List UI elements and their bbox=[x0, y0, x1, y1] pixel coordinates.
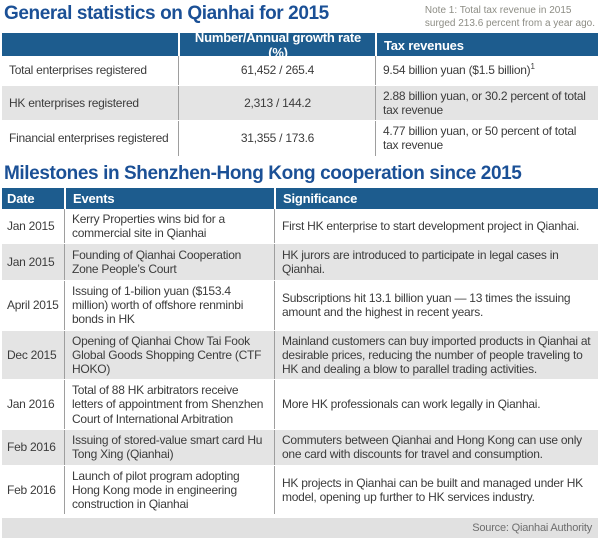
stats-row-financial: Financial enterprises registered 31,355 … bbox=[2, 121, 598, 157]
stats-note: Note 1: Total tax revenue in 2015 surged… bbox=[425, 4, 597, 30]
stats-row-value: 31,355 / 173.6 bbox=[178, 121, 375, 156]
milestones-header-events: Events bbox=[64, 187, 274, 209]
stats-row-tax: 2.88 billion yuan, or 30.2 percent of to… bbox=[375, 86, 598, 121]
milestone-date: Feb 2016 bbox=[7, 482, 56, 497]
stats-row-label: Financial enterprises registered bbox=[9, 131, 169, 146]
milestone-event: Launch of pilot program adopting Hong Ko… bbox=[64, 465, 274, 515]
stats-section-title: General statistics on Qianhai for 2015 bbox=[4, 3, 329, 24]
milestone-row: April 2015 Issuing of 1-bilion yuan ($15… bbox=[2, 280, 598, 331]
milestone-significance: Commuters between Qianhai and Hong Kong … bbox=[274, 429, 598, 465]
milestone-date: Jan 2015 bbox=[7, 218, 55, 233]
milestone-significance: HK jurors are introduced to participate … bbox=[274, 243, 598, 280]
stats-row-tax: 4.77 billion yuan, or 50 percent of tota… bbox=[375, 121, 598, 156]
milestone-row: Feb 2016 Issuing of stored-value smart c… bbox=[2, 429, 598, 466]
milestones-header-date: Date bbox=[7, 191, 35, 207]
milestone-event: Total of 88 HK arbitrators receive lette… bbox=[64, 380, 274, 429]
stats-row-label: Total enterprises registered bbox=[9, 63, 147, 78]
stats-row-total: Total enterprises registered 61,452 / 26… bbox=[2, 56, 598, 86]
milestone-event: Issuing of stored-value smart card Hu To… bbox=[64, 429, 274, 465]
milestone-significance: First HK enterprise to start development… bbox=[274, 208, 598, 243]
milestone-date: Jan 2015 bbox=[7, 254, 55, 269]
stats-row-value: 61,452 / 265.4 bbox=[178, 56, 375, 85]
stats-title-row: General statistics on Qianhai for 2015 N… bbox=[2, 3, 598, 33]
milestone-significance: Subscriptions hit 13.1 billion yuan — 13… bbox=[274, 280, 598, 330]
milestone-date: Dec 2015 bbox=[7, 347, 57, 362]
stats-row-tax: 9.54 billion yuan ($1.5 billion)1 bbox=[375, 56, 598, 85]
milestones-header-significance: Significance bbox=[274, 187, 598, 209]
stats-table: Number/Annual growth rate (%) Tax revenu… bbox=[2, 30, 598, 157]
source-text: Source: Qianhai Authority bbox=[472, 522, 592, 535]
milestone-event: Kerry Properties wins bid for a commerci… bbox=[64, 208, 274, 243]
milestone-significance: More HK professionals can work legally i… bbox=[274, 380, 598, 429]
stats-row-value: 2,313 / 144.2 bbox=[178, 86, 375, 121]
stats-row-tax-text: 9.54 billion yuan ($1.5 billion) bbox=[383, 63, 531, 78]
stats-header-blank bbox=[2, 33, 178, 56]
milestone-significance: Mainland customers can buy imported prod… bbox=[274, 330, 598, 380]
milestones-table-header: Date Events Significance bbox=[2, 187, 598, 209]
milestone-row: Dec 2015 Opening of Qianhai Chow Tai Foo… bbox=[2, 330, 598, 381]
milestone-row: Jan 2015 Founding of Qianhai Cooperation… bbox=[2, 243, 598, 281]
milestones-title-row: Milestones in Shenzhen-Hong Kong coopera… bbox=[2, 157, 598, 188]
milestone-event: Opening of Qianhai Chow Tai Fook Global … bbox=[64, 330, 274, 380]
milestone-date: Jan 2016 bbox=[7, 397, 55, 412]
milestone-row: Jan 2015 Kerry Properties wins bid for a… bbox=[2, 208, 598, 244]
milestone-date: April 2015 bbox=[7, 298, 59, 313]
milestone-date: Feb 2016 bbox=[7, 440, 56, 455]
milestone-event: Founding of Qianhai Cooperation Zone Peo… bbox=[64, 243, 274, 280]
source-bar: Source: Qianhai Authority bbox=[2, 518, 598, 538]
stats-header-tax: Tax revenues bbox=[375, 33, 598, 56]
stats-table-header: Number/Annual growth rate (%) Tax revenu… bbox=[2, 30, 598, 60]
stats-note-line2: surged 213.6 percent from a year ago. bbox=[424, 17, 595, 29]
stats-row-hk: HK enterprises registered 2,313 / 144.2 … bbox=[2, 86, 598, 122]
milestone-row: Jan 2016 Total of 88 HK arbitrators rece… bbox=[2, 380, 598, 430]
stats-header-growth: Number/Annual growth rate (%) bbox=[178, 30, 375, 60]
milestones-table: Date Events Significance Jan 2015 Kerry … bbox=[2, 187, 598, 516]
stats-row-label: HK enterprises registered bbox=[9, 96, 139, 111]
milestones-section-title: Milestones in Shenzhen-Hong Kong coopera… bbox=[4, 162, 522, 184]
milestone-row: Feb 2016 Launch of pilot program adoptin… bbox=[2, 465, 598, 516]
stats-note-line1: Note 1: Total tax revenue in 2015 bbox=[424, 5, 572, 16]
milestone-significance: HK projects in Qianhai can be built and … bbox=[274, 465, 598, 515]
milestone-event: Issuing of 1-bilion yuan ($153.4 million… bbox=[64, 280, 274, 330]
note-superscript: 1 bbox=[530, 62, 535, 72]
